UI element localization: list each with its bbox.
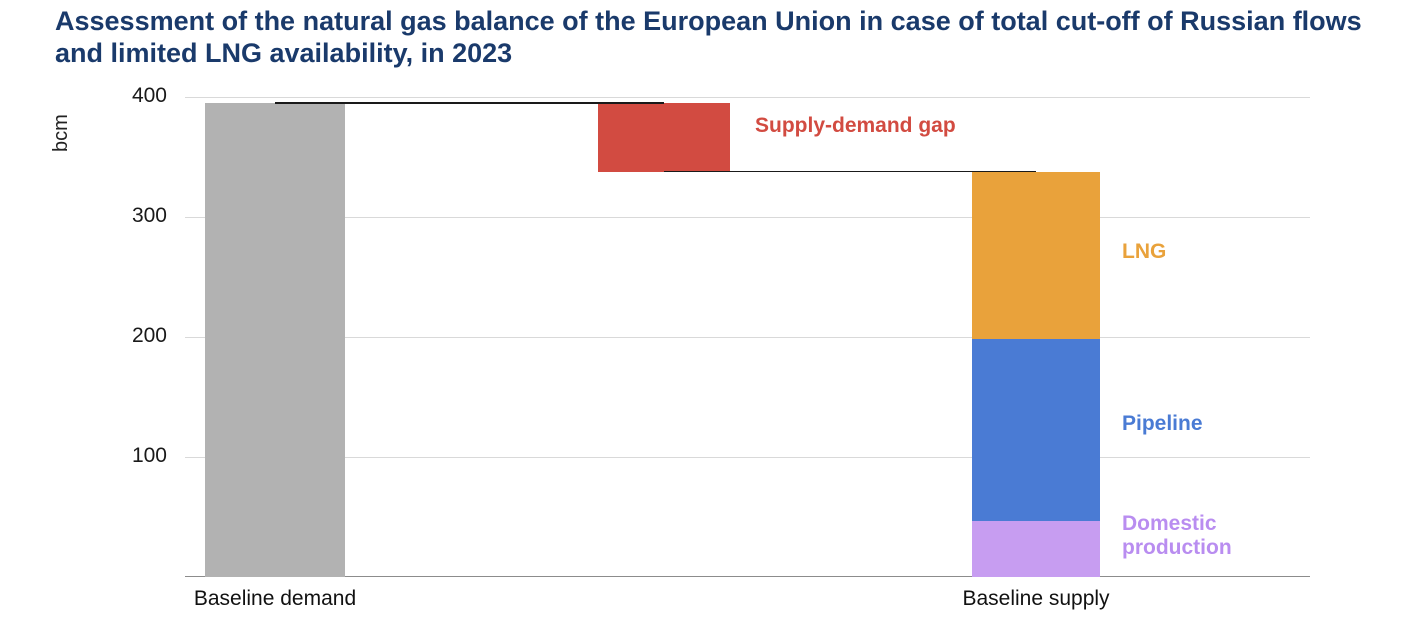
bar-supply-demand-gap — [598, 103, 730, 172]
chart-title: Assessment of the natural gas balance of… — [55, 6, 1362, 69]
plot-area: 100 200 300 400 Baseline demand Baseline supp… — [132, 84, 1310, 610]
y-tick-label-200: 200 — [131, 324, 167, 348]
gridline-400 — [185, 96, 1310, 98]
y-axis-unit-label: bcm — [50, 114, 72, 152]
x-axis-label-baseline-demand: Baseline demand — [193, 587, 357, 610]
bar-segment-domestic-production — [972, 520, 1100, 577]
bar-segment-lng — [972, 171, 1100, 340]
y-tick-label-300: 300 — [131, 204, 167, 228]
annotation-supply-demand-gap: Supply-demand gap — [755, 114, 956, 137]
x-axis-label-baseline-supply: Baseline supply — [962, 587, 1110, 610]
y-tick-label-400: 400 — [131, 84, 167, 108]
y-tick-label-100: 100 — [131, 444, 167, 468]
gridline-100 — [185, 456, 1310, 458]
bar-segment-pipeline — [972, 339, 1100, 521]
annotation-lng: LNG — [1122, 240, 1167, 263]
annotation-pipeline: Pipeline — [1122, 412, 1203, 435]
connector-line-0 — [275, 102, 664, 104]
gridline-200 — [185, 336, 1310, 338]
gridline-300 — [185, 216, 1310, 218]
connector-line-1 — [664, 170, 1036, 173]
annotation-domestic-production: Domestic production — [1122, 512, 1232, 559]
bar-baseline-demand — [205, 103, 345, 577]
